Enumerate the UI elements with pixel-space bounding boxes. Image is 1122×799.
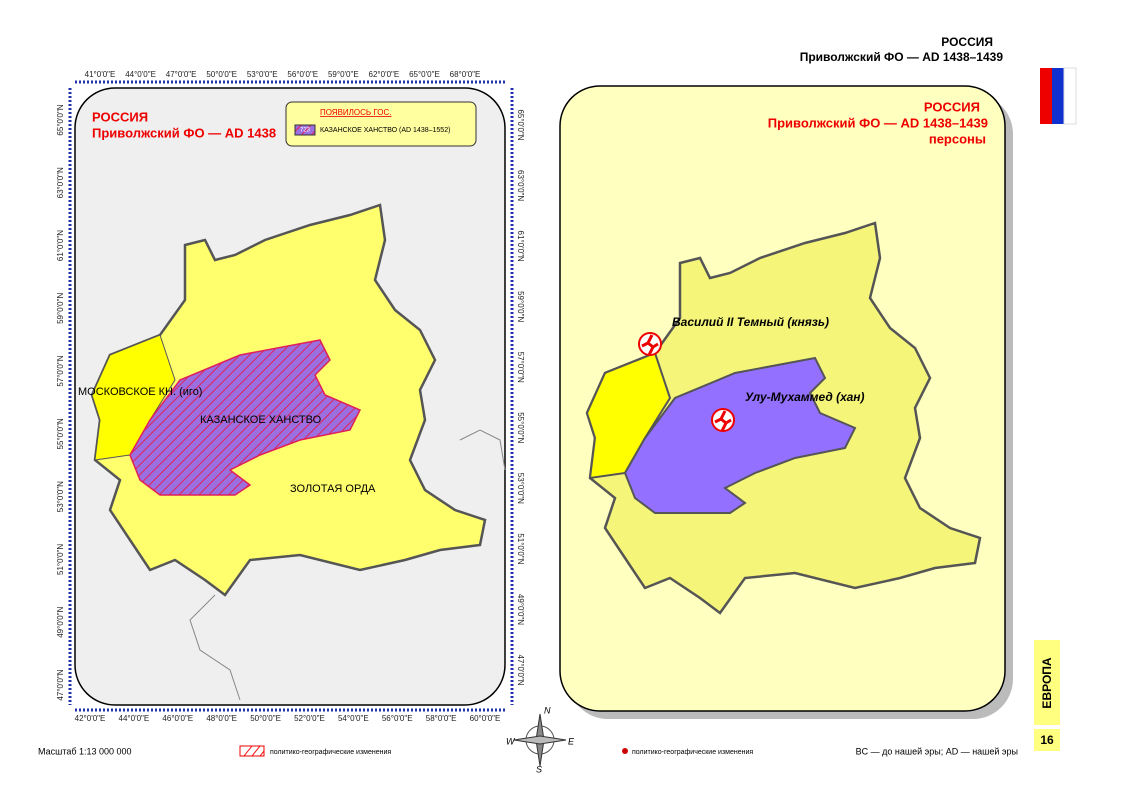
bottom-tick-label: 50°0'0"E — [250, 714, 281, 723]
right-title: РОССИЯ — [924, 99, 980, 114]
bottom-tick-label: 46°0'0"E — [162, 714, 193, 723]
legend-swatch — [294, 124, 316, 136]
compass-s: S — [536, 764, 542, 774]
bottom-tick-label: 54°0'0"E — [338, 714, 369, 723]
left-tick-label: 59°0'0"N — [56, 293, 65, 324]
side-tab — [1034, 640, 1060, 725]
dot-swatch — [622, 748, 628, 754]
left-tick-label: 51°0'0"N — [56, 544, 65, 575]
border-line — [189, 594, 241, 701]
kazan-khanate — [129, 339, 362, 496]
left-tick-label: 65°0'0"N — [56, 104, 65, 135]
compass-e: E — [568, 736, 575, 746]
top-tick-label: 68°0'0"E — [450, 70, 481, 79]
person-icon — [638, 332, 662, 356]
top-tick-label: 41°0'0"E — [85, 70, 116, 79]
left-tick-label: 57°0'0"N — [56, 355, 65, 386]
bottom-tick-label: 58°0'0"E — [426, 714, 457, 723]
compass — [513, 713, 567, 767]
header-country: РОССИЯ — [941, 35, 993, 49]
right-tick-label: 49°0'0"N — [516, 594, 525, 625]
right-tick-label: 65°0'0"N — [516, 109, 525, 140]
era-note: BC — до нашей эры; AD — нашей эры — [856, 746, 1018, 756]
bottom-tick-label: 44°0'0"E — [119, 714, 150, 723]
top-tick-label: 50°0'0"E — [206, 70, 237, 79]
right-tick-label: 59°0'0"N — [516, 291, 525, 322]
bottom-tick-label: 52°0'0"E — [294, 714, 325, 723]
right-tick-label: 61°0'0"N — [516, 231, 525, 262]
person-label: Улу-Мухаммед (хан) — [745, 390, 865, 404]
flag — [1040, 67, 1077, 125]
top-tick-label: 53°0'0"E — [247, 70, 278, 79]
right-subtitle: Приволжский ФО — AD 1438–1439 — [768, 115, 988, 130]
bottom-tick-label: 48°0'0"E — [206, 714, 237, 723]
left-subtitle: Приволжский ФО — AD 1438 — [92, 125, 276, 140]
top-tick-label: 59°0'0"E — [328, 70, 359, 79]
hatch-legend: политико-географические изменения — [270, 749, 391, 756]
person-icon — [711, 408, 735, 432]
legend-box — [285, 101, 477, 147]
side-tab-label: ЕВРОПА — [1040, 657, 1054, 708]
border-line — [459, 429, 506, 471]
region-label: МОСКОВСКОЕ КН. (иго) — [78, 386, 202, 398]
left-tick-label: 53°0'0"N — [56, 481, 65, 512]
right-tick-label: 53°0'0"N — [516, 473, 525, 504]
person-label: Василий II Темный (князь) — [672, 315, 829, 329]
top-tick-label: 44°0'0"E — [125, 70, 156, 79]
region-label: КАЗАНСКОЕ ХАНСТВО — [200, 414, 322, 426]
header-region: Приволжский ФО — AD 1438–1439 — [800, 50, 1004, 64]
left-tick-label: 63°0'0"N — [56, 167, 65, 198]
left-tick-label: 55°0'0"N — [56, 418, 65, 449]
scale: Масштаб 1:13 000 000 — [38, 746, 132, 756]
page-box — [1034, 729, 1060, 751]
top-tick-label: 47°0'0"E — [166, 70, 197, 79]
legend-swatch-code: 723 — [300, 128, 311, 134]
right-tick-label: 51°0'0"N — [516, 533, 525, 564]
top-tick-label: 65°0'0"E — [409, 70, 440, 79]
kazan-khanate — [623, 356, 857, 514]
dot-legend: политико-географические изменения — [632, 749, 753, 756]
compass-n: N — [544, 705, 551, 715]
hatch-lines — [243, 745, 265, 757]
compass-w: W — [506, 736, 516, 746]
bottom-tick-label: 56°0'0"E — [382, 714, 413, 723]
bottom-tick-label: 60°0'0"E — [470, 714, 501, 723]
right-tick-label: 63°0'0"N — [516, 170, 525, 201]
page-number: 16 — [1040, 733, 1054, 747]
left-tick-label: 47°0'0"N — [56, 669, 65, 700]
bottom-tick-label: 42°0'0"E — [75, 714, 106, 723]
left-tick-label: 61°0'0"N — [56, 230, 65, 261]
top-tick-label: 62°0'0"E — [369, 70, 400, 79]
left-title: РОССИЯ — [92, 109, 148, 124]
hatch-swatch — [239, 745, 265, 757]
legend-item: КАЗАНСКОЕ ХАНСТВО (AD 1438–1552) — [320, 127, 450, 134]
right-tick-label: 47°0'0"N — [516, 654, 525, 685]
legend-heading: ПОЯВИЛОСЬ ГОС. — [320, 108, 392, 117]
region-label: ЗОЛОТАЯ ОРДА — [290, 483, 376, 495]
right-note: персоны — [929, 131, 986, 146]
left-tick-label: 49°0'0"N — [56, 606, 65, 637]
top-tick-label: 56°0'0"E — [287, 70, 318, 79]
right-tick-label: 55°0'0"N — [516, 412, 525, 443]
right-tick-label: 57°0'0"N — [516, 352, 525, 383]
